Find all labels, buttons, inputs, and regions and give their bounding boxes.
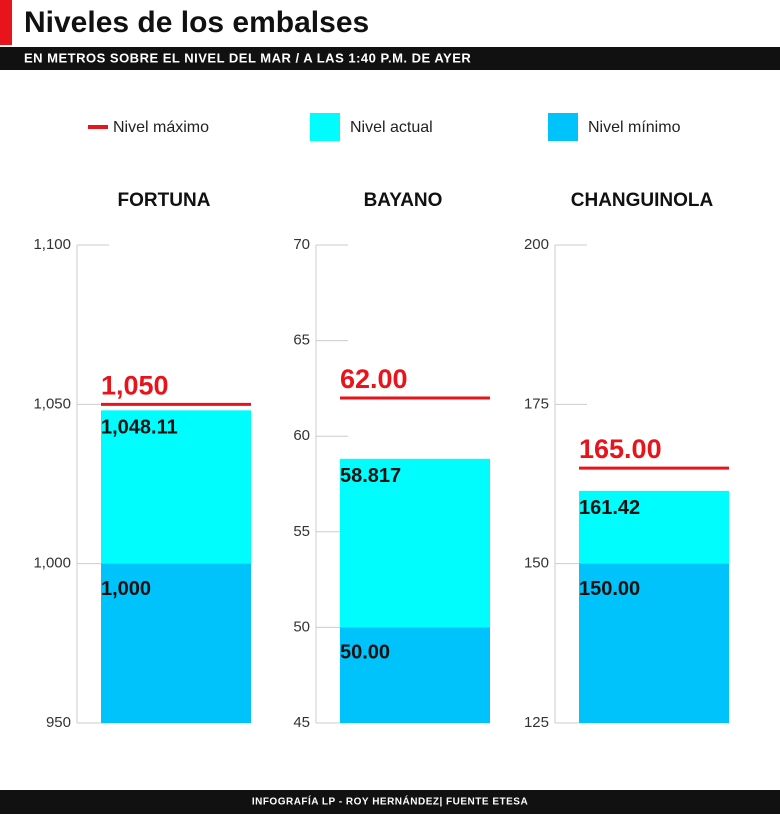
y-tick-label: 45 (293, 714, 310, 731)
y-tick-label: 150 (524, 555, 549, 572)
min-label: 1,000 (101, 578, 151, 600)
y-tick-label: 125 (524, 714, 549, 731)
legend-label: Nivel máximo (113, 119, 209, 136)
legend-swatch (88, 125, 108, 129)
chart-title: FORTUNA (118, 190, 211, 211)
footer-band (0, 790, 780, 814)
y-tick-label: 200 (524, 236, 549, 253)
y-tick-label: 1,050 (33, 395, 71, 412)
subtitle: EN METROS SOBRE EL NIVEL DEL MAR / A LAS… (24, 50, 471, 65)
title: Niveles de los embalses (24, 6, 369, 39)
y-tick-label: 1,000 (33, 555, 71, 572)
minimum-level (101, 563, 251, 723)
y-tick-label: 60 (293, 427, 310, 444)
min-label: 150.00 (579, 578, 640, 600)
legend-label: Nivel actual (350, 119, 433, 136)
subtitle-band (0, 47, 780, 70)
max-label: 62.00 (340, 364, 408, 394)
y-tick-label: 950 (46, 714, 71, 731)
current-label: 58.817 (340, 465, 401, 487)
current-label: 161.42 (579, 497, 640, 519)
y-tick-label: 50 (293, 618, 310, 635)
y-tick-label: 55 (293, 523, 310, 540)
minimum-level (579, 563, 729, 723)
legend-swatch (310, 113, 340, 141)
legend-swatch (548, 113, 578, 141)
max-label: 1,050 (101, 370, 169, 400)
y-tick-label: 1,100 (33, 236, 71, 253)
minimum-level (340, 627, 490, 723)
y-tick-label: 65 (293, 332, 310, 349)
y-tick-label: 175 (524, 395, 549, 412)
legend-label: Nivel mínimo (588, 119, 681, 136)
accent-bar (0, 0, 12, 45)
max-label: 165.00 (579, 434, 662, 464)
y-tick-label: 70 (293, 236, 310, 253)
min-label: 50.00 (340, 642, 390, 664)
footer-credit: INFOGRAFÍA LP - ROY HERNÁNDEZ| FUENTE ET… (252, 795, 528, 808)
chart-title: BAYANO (364, 190, 443, 211)
chart-title: CHANGUINOLA (571, 190, 714, 211)
current-label: 1,048.11 (101, 417, 178, 439)
